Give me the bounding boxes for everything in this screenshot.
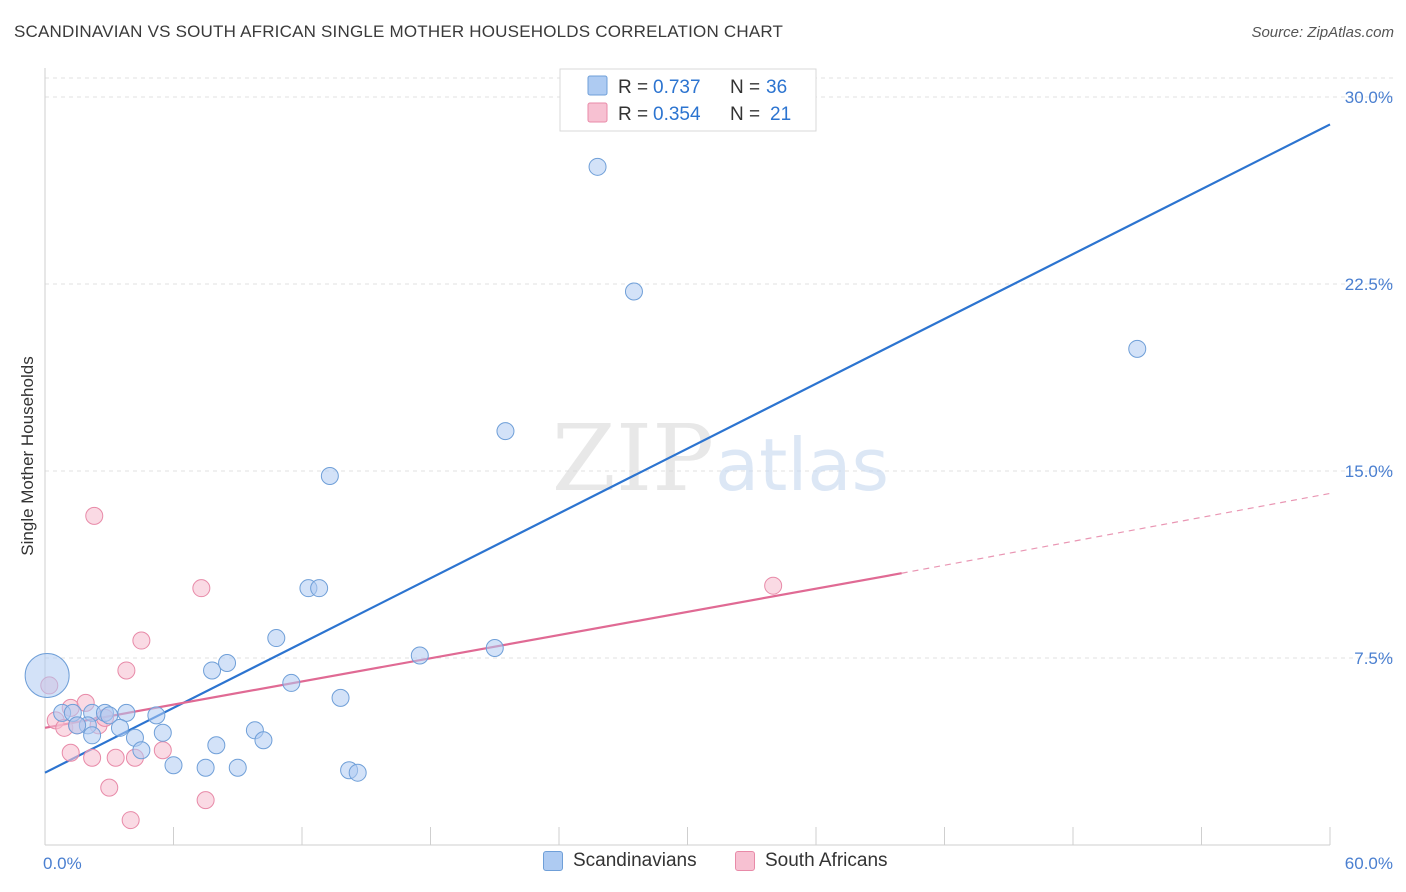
legend-n-value: 21 <box>770 104 791 125</box>
trend-lines <box>44 123 1331 774</box>
south-african-point <box>117 661 136 680</box>
legend-n-value: 36 <box>766 77 787 98</box>
watermark-zip: ZIP <box>552 405 714 512</box>
south-african-point <box>196 791 215 810</box>
south-africans-trend-line <box>44 572 902 729</box>
chart-source: Source: ZipAtlas.com <box>1251 24 1394 41</box>
south-african-point <box>85 506 104 525</box>
legend-r-label: R = <box>618 104 648 125</box>
x-tick-label: 0.0% <box>43 854 82 873</box>
legend-n-label: N = <box>730 104 760 125</box>
y-tick-label: 30.0% <box>1345 88 1393 107</box>
scandinavian-point <box>282 673 301 692</box>
scandinavian-point <box>207 736 226 755</box>
scandinavian-point <box>164 756 183 775</box>
scandinavian-point <box>310 579 329 598</box>
legend-n-label: N = <box>730 77 760 98</box>
scandinavian-point <box>410 646 429 665</box>
south-africans-swatch <box>735 851 755 871</box>
legend-swatch-pink <box>587 102 608 123</box>
scandinavian-point <box>1128 339 1147 358</box>
legend-r-value: 0.737 <box>653 77 701 98</box>
south-african-point <box>153 741 172 760</box>
south-african-point <box>192 579 211 598</box>
scandinavian-point <box>254 731 273 750</box>
y-tick-label: 22.5% <box>1345 275 1393 294</box>
scandinavian-point <box>196 758 215 777</box>
scandinavian-point <box>132 741 151 760</box>
scandinavian-point <box>228 758 247 777</box>
scandinavian-point <box>68 716 87 735</box>
scandinavian-point <box>496 422 515 441</box>
scandinavians-swatch <box>543 851 563 871</box>
south-african-point <box>132 631 151 650</box>
legend-swatch-blue <box>587 75 608 96</box>
scandinavians-trend-line <box>44 123 1331 774</box>
y-tick-label: 7.5% <box>1354 649 1393 668</box>
legend-r-value: 0.354 <box>653 104 701 125</box>
south-african-point <box>106 748 125 767</box>
scandinavian-point <box>348 763 367 782</box>
legend-r-label: R = <box>618 77 648 98</box>
scandinavian-point <box>588 157 607 176</box>
chart-title: SCANDINAVIAN VS SOUTH AFRICAN SINGLE MOT… <box>14 22 784 41</box>
scandinavian-point <box>320 466 339 485</box>
scandinavian-point <box>624 282 643 301</box>
legend-label-scandinavians: Scandinavians <box>573 850 697 871</box>
y-tick-labels: 7.5% 15.0% 22.5% 30.0% <box>1345 88 1393 668</box>
axes <box>44 68 1331 846</box>
south-african-point <box>83 748 102 767</box>
scandinavian-point <box>267 629 286 648</box>
south-african-point <box>121 811 140 830</box>
x-tick-labels: 0.0% 60.0% <box>43 854 1393 873</box>
scandinavian-point <box>147 706 166 725</box>
y-tick-label: 15.0% <box>1345 462 1393 481</box>
x-tick-label: 60.0% <box>1345 854 1393 873</box>
scandinavian-point <box>110 718 129 737</box>
scandinavian-point <box>218 653 237 672</box>
scandinavian-point <box>117 703 136 722</box>
legend-label-south-africans: South Africans <box>765 850 888 871</box>
scandinavian-point <box>331 688 350 707</box>
legend-item-south-africans[interactable]: South Africans <box>735 850 888 872</box>
bottom-legend: Scandinavians South Africans <box>0 850 1406 880</box>
scandinavian-point <box>485 639 504 658</box>
grid-lines <box>45 77 1395 659</box>
scandinavian-point <box>24 652 70 698</box>
south-african-point <box>764 576 783 595</box>
scandinavian-point <box>153 723 172 742</box>
scandinavian-point <box>83 726 102 745</box>
south-african-point <box>61 743 80 762</box>
legend-item-scandinavians[interactable]: Scandinavians <box>543 850 697 872</box>
data-points <box>24 157 1147 830</box>
watermark-atlas: atlas <box>715 423 889 507</box>
top-legend: R = 0.737 N = 36 R = 0.354 N = 21 <box>559 68 817 132</box>
scandinavian-point <box>203 661 222 680</box>
south-africans-trend-extension <box>901 492 1331 574</box>
south-african-point <box>100 778 119 797</box>
